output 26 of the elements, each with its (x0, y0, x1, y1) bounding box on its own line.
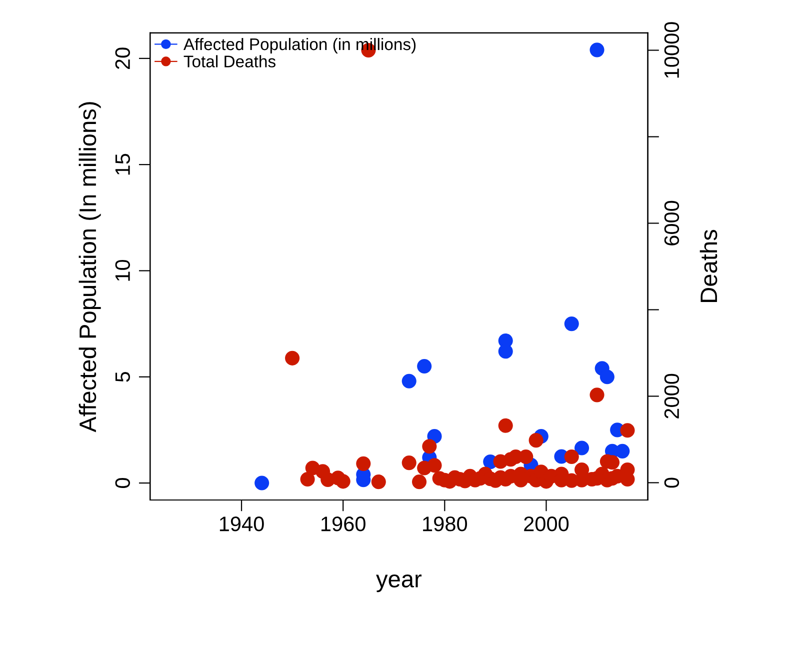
point (417, 358, 432, 374)
point (254, 476, 270, 490)
point (615, 444, 630, 458)
point (574, 440, 590, 456)
y-tick-label: 10 (115, 260, 130, 281)
y-tick-label: 20 (115, 48, 130, 69)
x-axis-title: year (376, 574, 422, 592)
y-tick-label: 0 (115, 478, 130, 488)
point (498, 344, 513, 359)
x-tick-label: 1960 (322, 516, 366, 532)
legend-label: Total Deaths (184, 55, 276, 68)
y2-tick-label: 0 (664, 478, 680, 488)
point (600, 370, 614, 384)
x-tick-label: 2000 (524, 516, 569, 532)
point (590, 42, 604, 58)
y2-tick-label: 6000 (664, 200, 680, 246)
y-axis-title: Affected Population (In millions) (78, 102, 101, 432)
x-tick-label: 1980 (423, 516, 468, 532)
y2-axis-title: Deaths (700, 230, 718, 302)
point (402, 374, 416, 388)
y-tick-label: 5 (115, 372, 130, 382)
y-tick-label: 15 (115, 154, 130, 175)
x-tick-label: 1940 (220, 516, 264, 532)
point (564, 316, 579, 332)
y2-tick-label: 10000 (664, 22, 680, 78)
y2-tick-label: 2000 (664, 374, 680, 418)
